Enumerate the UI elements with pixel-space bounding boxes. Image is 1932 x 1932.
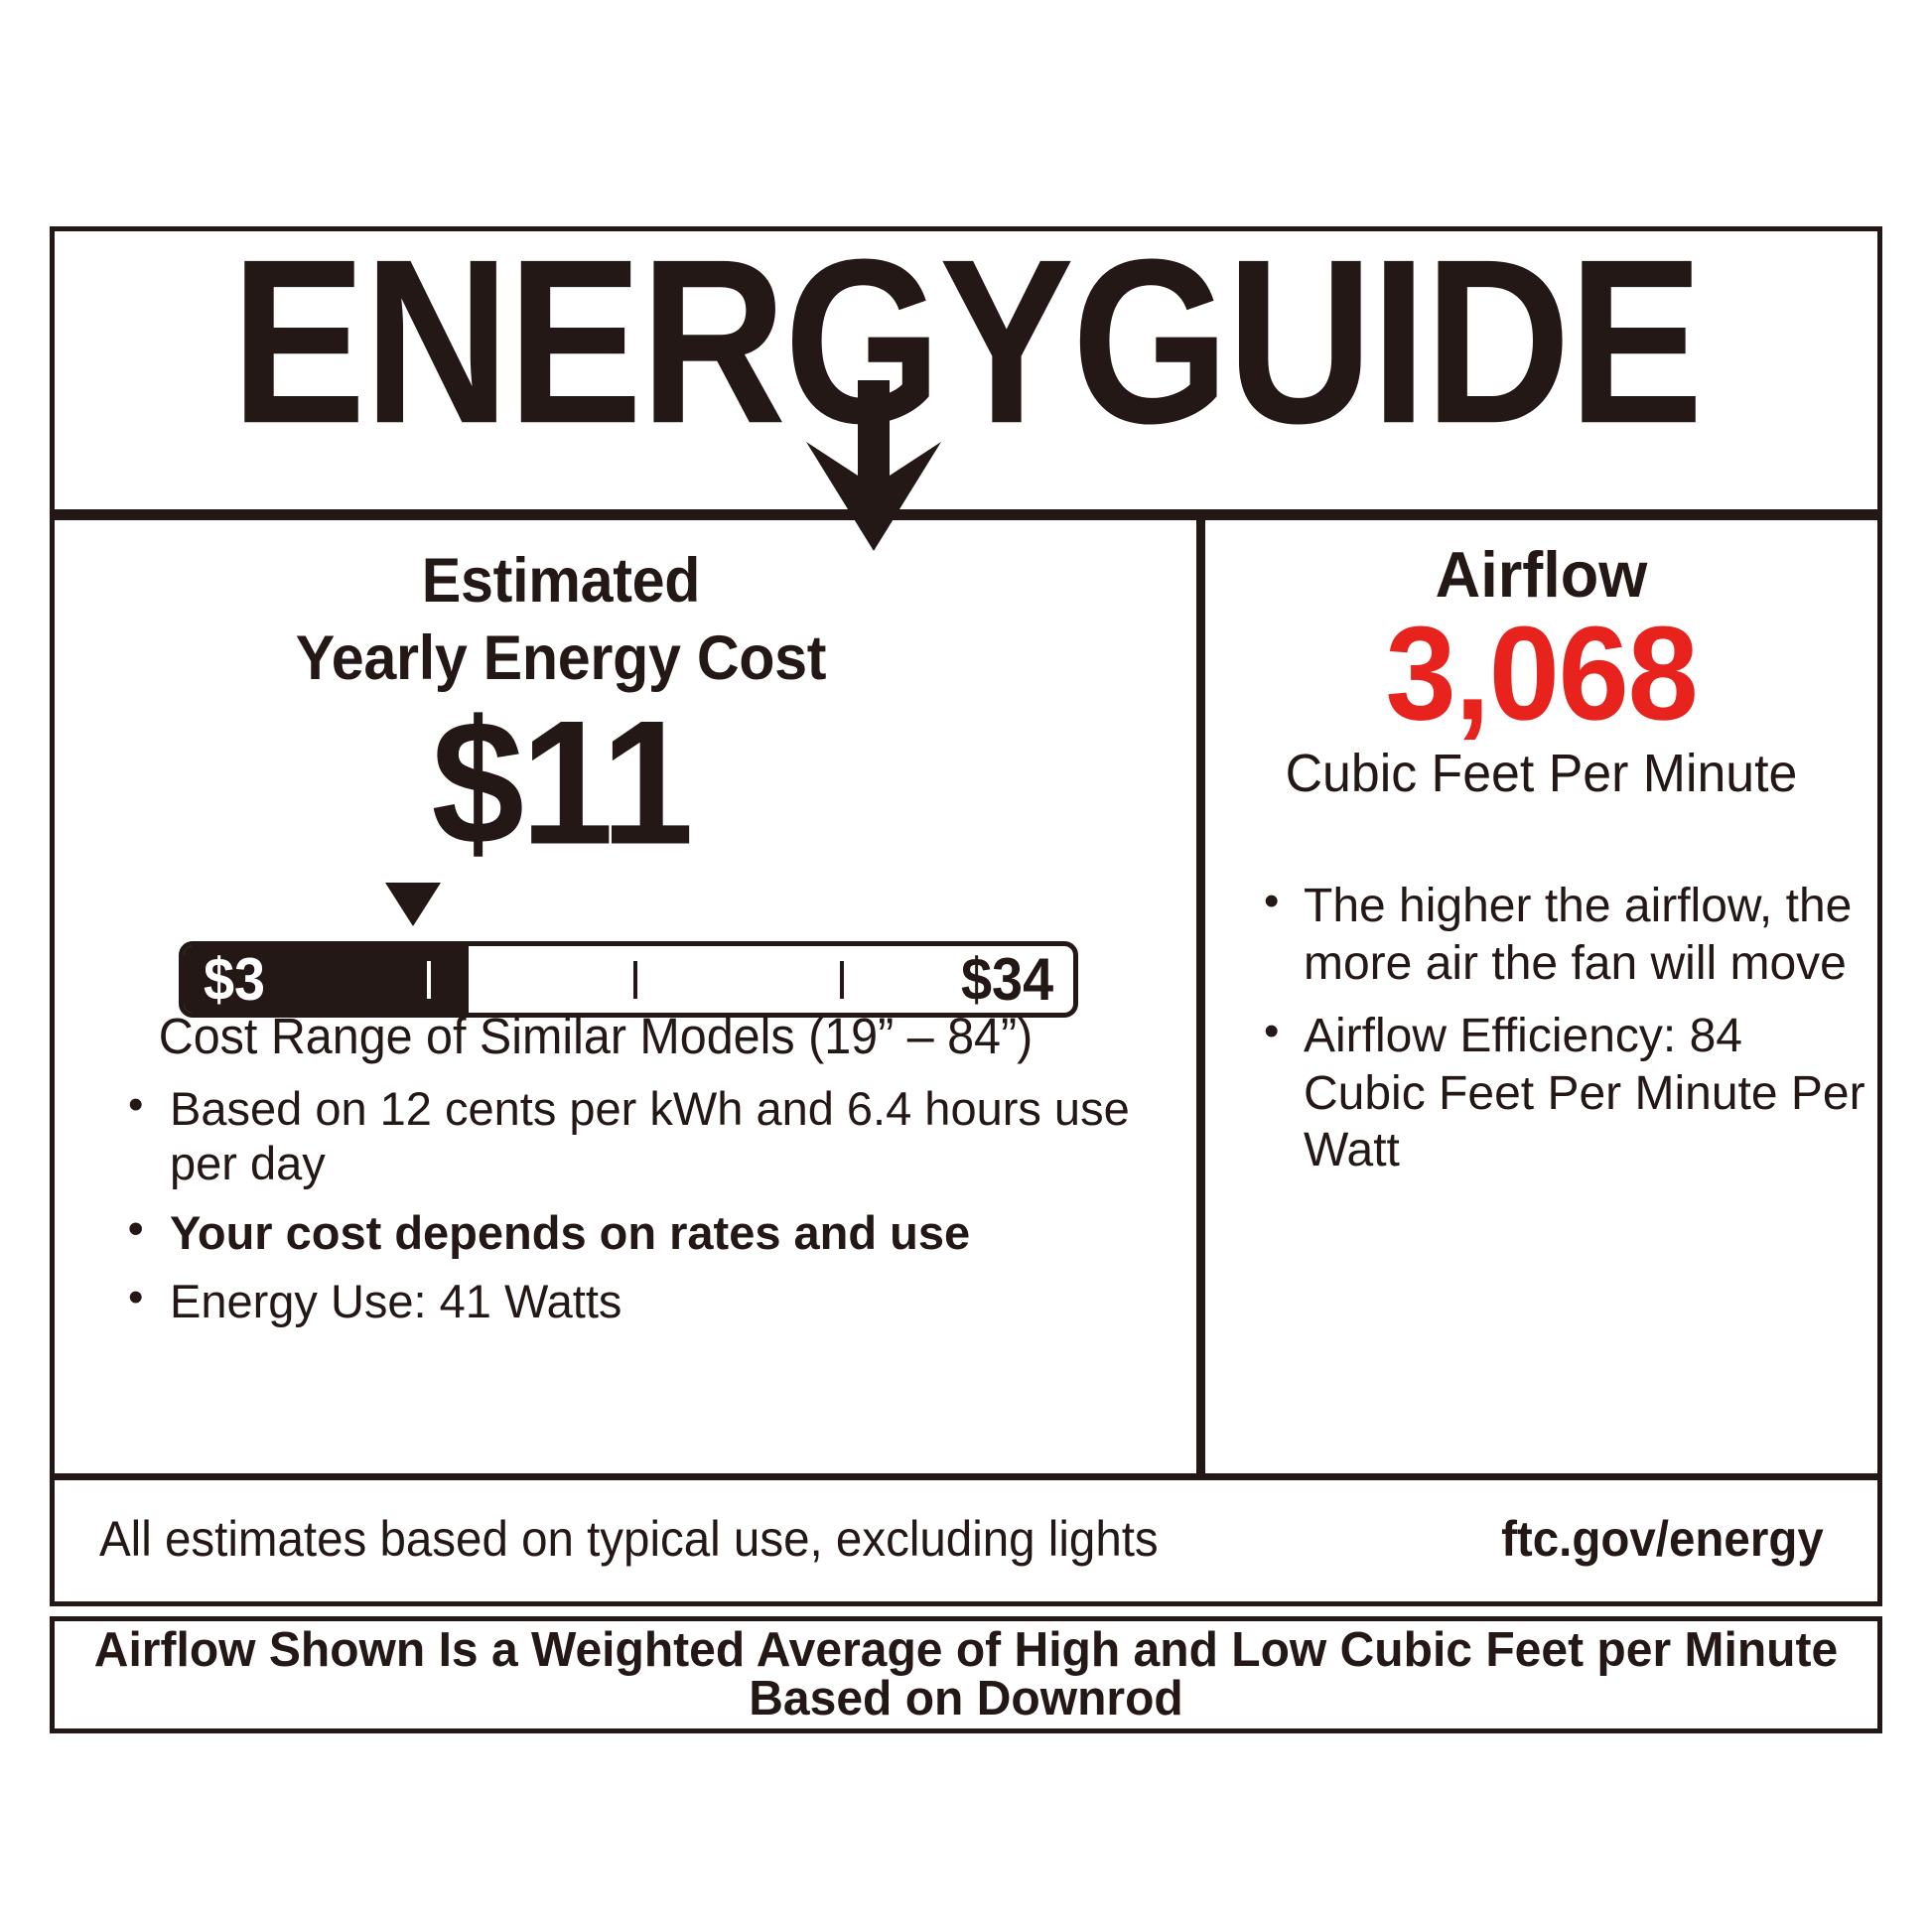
- airflow-title: Airflow: [1435, 538, 1648, 611]
- label-main-frame: ENERGYGUIDE Estimated Yearly Energy Cost…: [50, 224, 1882, 1606]
- cost-range-fill: [184, 946, 469, 1013]
- cost-bullet-item: Energy Use: 41 Watts: [124, 1272, 1176, 1328]
- estimated-cost-panel: Estimated Yearly Energy Cost $11 $3 $34 …: [55, 520, 1196, 1473]
- estimated-cost-value: $11: [431, 683, 694, 882]
- label-body: Estimated Yearly Energy Cost $11 $3 $34 …: [55, 520, 1877, 1473]
- footer-divider-rule: [55, 1473, 1877, 1480]
- down-arrow-icon: [794, 380, 953, 559]
- airflow-value: 3,068: [1385, 599, 1699, 749]
- logo-band: ENERGYGUIDE: [55, 224, 1877, 509]
- cost-range-high-label: $34: [960, 945, 1053, 1013]
- footer-note: All estimates based on typical use, excl…: [99, 1511, 1159, 1567]
- ftc-energy-url[interactable]: ftc.gov/energy: [1501, 1511, 1824, 1567]
- cost-range-caption: Cost Range of Similar Models (19” – 84”): [158, 1008, 1034, 1064]
- estimated-cost-heading-line1: Estimated: [421, 546, 701, 616]
- column-divider: [1196, 520, 1205, 1473]
- footer-strip: All estimates based on typical use, excl…: [55, 1480, 1877, 1603]
- cost-range-tick: [633, 960, 637, 999]
- downrod-banner: Airflow Shown Is a Weighted Average of H…: [50, 1616, 1882, 1733]
- cost-range-widget: $3 $34: [179, 883, 1078, 1018]
- airflow-bullet-item: The higher the airflow, the more air the…: [1260, 876, 1875, 992]
- logo-divider-rule: [55, 509, 1877, 520]
- airflow-bullet-list: The higher the airflow, the more air the…: [1260, 876, 1875, 1195]
- airflow-units-label: Cubic Feet Per Minute: [1285, 744, 1798, 803]
- cost-range-bar: $3 $34: [179, 941, 1078, 1018]
- energyguide-wordmark: ENERGYGUIDE: [230, 210, 1704, 473]
- airflow-panel: Airflow 3,068 Cubic Feet Per Minute The …: [1205, 520, 1877, 1473]
- estimated-cost-heading-line2: Yearly Energy Cost: [295, 623, 827, 694]
- cost-bullet-item: Based on 12 cents per kWh and 6.4 hours …: [124, 1079, 1176, 1191]
- estimated-cost-heading: Estimated Yearly Energy Cost: [85, 542, 1037, 697]
- airflow-bullet-item: Airflow Efficiency: 84 Cubic Feet Per Mi…: [1260, 1006, 1875, 1179]
- cost-range-tick: [426, 960, 431, 999]
- cost-range-tick: [840, 960, 845, 999]
- cost-bullet-item: Your cost depends on rates and use: [124, 1203, 1176, 1260]
- cost-range-pointer-icon: [384, 883, 441, 926]
- cost-range-low-label: $3: [204, 945, 266, 1013]
- cost-bullet-list: Based on 12 cents per kWh and 6.4 hours …: [124, 1079, 1176, 1343]
- downrod-banner-text: Airflow Shown Is a Weighted Average of H…: [93, 1623, 1839, 1725]
